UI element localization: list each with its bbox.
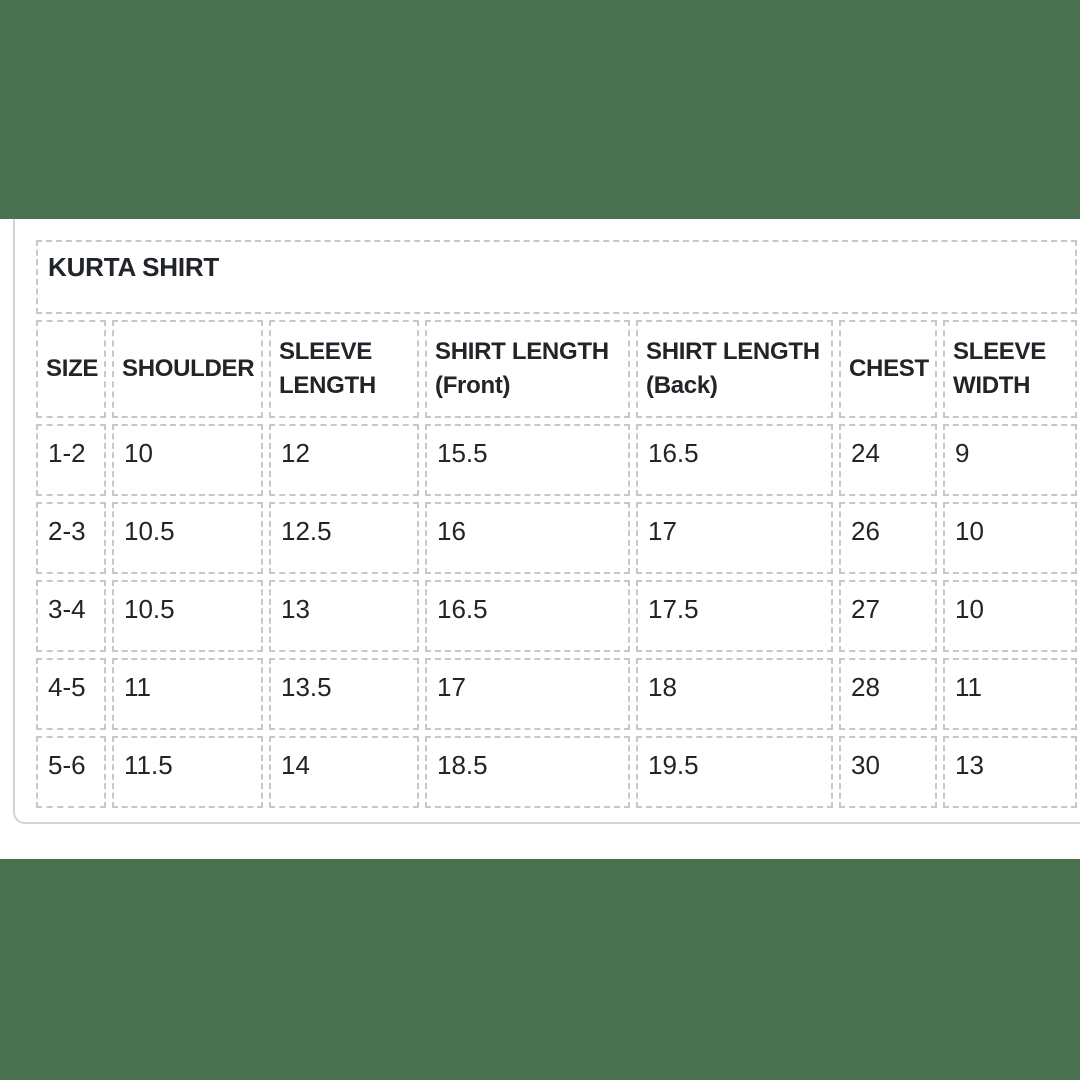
cell-shirt-length-front: 18.5	[425, 736, 630, 808]
table-row: 5-6 11.5 14 18.5 19.5 30 13	[36, 736, 1077, 808]
cell-sleeve-length: 12	[269, 424, 419, 496]
cell-shirt-length-back: 18	[636, 658, 833, 730]
top-banner	[0, 0, 1080, 219]
cell-size: 5-6	[36, 736, 106, 808]
column-header-sleeve-width: SLEEVE WIDTH	[943, 320, 1077, 418]
size-chart-table: KURTA SHIRT SIZE SHOULDER SLEEVE LENGTH …	[30, 234, 1080, 814]
cell-shirt-length-back: 16.5	[636, 424, 833, 496]
cell-size: 2-3	[36, 502, 106, 574]
cell-chest: 28	[839, 658, 937, 730]
cell-size: 1-2	[36, 424, 106, 496]
table-row: 4-5 11 13.5 17 18 28 11	[36, 658, 1077, 730]
column-header-size: SIZE	[36, 320, 106, 418]
column-header-shirt-length-front: SHIRT LENGTH (Front)	[425, 320, 630, 418]
column-header-chest: CHEST	[839, 320, 937, 418]
table-title-row: KURTA SHIRT	[36, 240, 1077, 314]
column-header-shirt-length-back: SHIRT LENGTH (Back)	[636, 320, 833, 418]
cell-shoulder: 10	[112, 424, 263, 496]
cell-size: 4-5	[36, 658, 106, 730]
column-header-shoulder: SHOULDER	[112, 320, 263, 418]
cell-shirt-length-back: 19.5	[636, 736, 833, 808]
table-row: 3-4 10.5 13 16.5 17.5 27 10	[36, 580, 1077, 652]
bottom-banner	[0, 859, 1080, 1080]
cell-chest: 27	[839, 580, 937, 652]
table-title: KURTA SHIRT	[36, 240, 1077, 314]
cell-sleeve-width: 13	[943, 736, 1077, 808]
cell-shirt-length-back: 17	[636, 502, 833, 574]
table-header-row: SIZE SHOULDER SLEEVE LENGTH SHIRT LENGTH…	[36, 320, 1077, 418]
cell-shirt-length-front: 16	[425, 502, 630, 574]
cell-chest: 24	[839, 424, 937, 496]
cell-chest: 26	[839, 502, 937, 574]
cell-sleeve-length: 13.5	[269, 658, 419, 730]
cell-shoulder: 10.5	[112, 502, 263, 574]
cell-chest: 30	[839, 736, 937, 808]
cell-sleeve-width: 11	[943, 658, 1077, 730]
table-row: 1-2 10 12 15.5 16.5 24 9	[36, 424, 1077, 496]
cell-sleeve-width: 9	[943, 424, 1077, 496]
cell-sleeve-length: 14	[269, 736, 419, 808]
cell-shirt-length-back: 17.5	[636, 580, 833, 652]
cell-sleeve-width: 10	[943, 502, 1077, 574]
cell-shoulder: 10.5	[112, 580, 263, 652]
cell-sleeve-length: 12.5	[269, 502, 419, 574]
cell-shirt-length-front: 15.5	[425, 424, 630, 496]
cell-sleeve-width: 10	[943, 580, 1077, 652]
cell-size: 3-4	[36, 580, 106, 652]
table-row: 2-3 10.5 12.5 16 17 26 10	[36, 502, 1077, 574]
cell-shoulder: 11.5	[112, 736, 263, 808]
cell-shirt-length-front: 16.5	[425, 580, 630, 652]
cell-shirt-length-front: 17	[425, 658, 630, 730]
cell-sleeve-length: 13	[269, 580, 419, 652]
cell-shoulder: 11	[112, 658, 263, 730]
column-header-sleeve-length: SLEEVE LENGTH	[269, 320, 419, 418]
